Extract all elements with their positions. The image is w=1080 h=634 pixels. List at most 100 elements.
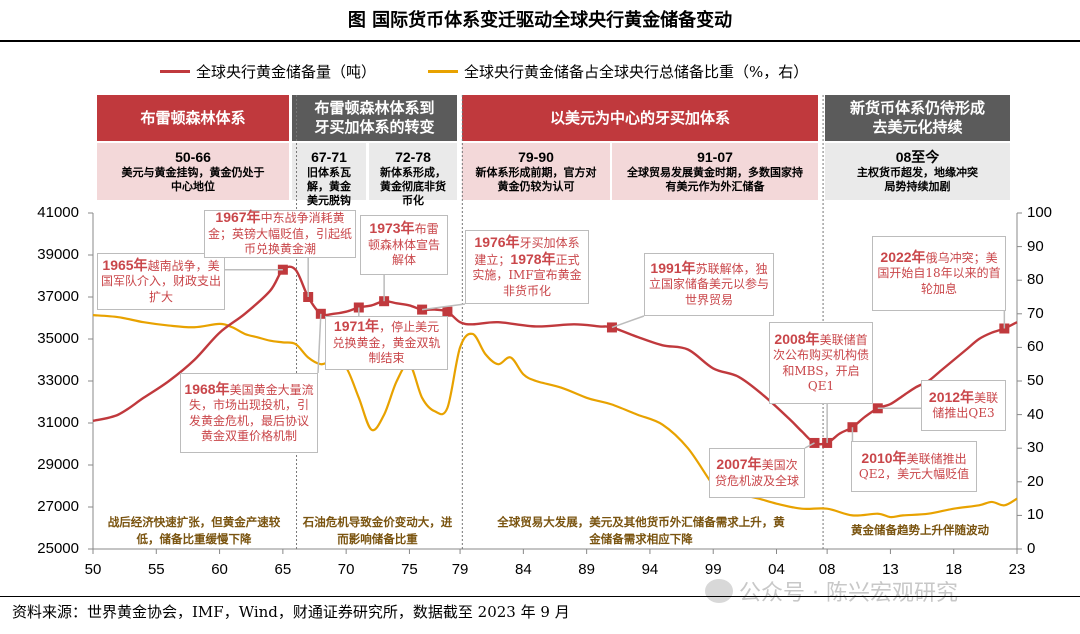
subperiod-text: 全球贸易发展黄金时期，多数国家持有美元作为外汇储备 [627, 166, 803, 193]
y-left-tick-label: 37000 [37, 288, 79, 305]
x-tick-label: 70 [337, 561, 355, 578]
x-tick-label: 60 [211, 561, 228, 578]
watermark: 公众号 · 陈兴宏观研究 [705, 575, 958, 607]
legend: 全球央行黄金储备量（吨） 全球央行黄金储备占全球央行总储备比重（%，右） [160, 61, 808, 82]
x-tick-label: 13 [882, 561, 899, 578]
annotation-body: 俄乌冲突；美国开始自18年以来的首轮加息 [877, 250, 1001, 296]
subperiod-text: 美元与黄金挂钩，黄金仍处于中心地位 [121, 166, 265, 193]
subperiod-years: 72-78 [395, 149, 431, 165]
x-tick-label: 75 [401, 561, 418, 578]
annotation-body: 美联储推出QE3 [932, 390, 999, 421]
wechat-icon [705, 579, 733, 603]
annotation-text: 1968年美国黄金大量流失，市场出现投机，引发黄金危机，最后协议黄金双重价格机制 [184, 381, 314, 445]
y-right-tick-label: 30 [1027, 439, 1044, 457]
subperiod-years: 91-07 [697, 149, 733, 165]
annotation-2008: 2008年美联储首次公布购买机构债和MBS，开启QE1 [769, 322, 873, 404]
legend-label: 全球央行黄金储备占全球央行总储备比重（%，右） [464, 63, 809, 81]
period-header-jamaica: 以美元为中心的牙买加体系 [462, 95, 818, 141]
chart-title: 图 国际货币体系变迁驱动全球央行黄金储备变动 [347, 10, 733, 31]
annotation-body: ，停止美元兑换黄金，黄金双轨制结束 [332, 320, 441, 366]
y-left-tick-label: 29000 [37, 456, 79, 473]
x-tick-label: 50 [84, 561, 102, 578]
data-marker [442, 306, 453, 317]
y-right-tick-label: 60 [1027, 338, 1044, 356]
annotation-body: 牙买加体系建立； [474, 236, 580, 267]
legend-swatch-red [160, 70, 190, 73]
period-header-new-system: 新货币体系仍待形成去美元化持续 [825, 95, 1010, 141]
annotation-body: 美国次贷危机波及全球 [714, 458, 799, 488]
subperiod-72-78: 72-78 新体系形成，黄金彻底非货币化 [369, 143, 457, 207]
y-right-tick-label: 80 [1027, 271, 1044, 289]
annotation-1967: 1967年中东战争消耗黄金；英镑大幅贬值，引起纸币兑换黄金潮 [204, 210, 356, 258]
annotation-text: 2010年美联储推出QE2，美元大幅贬值 [855, 449, 973, 483]
y-left-tick-label: 31000 [37, 414, 79, 431]
series-line-share [92, 314, 1018, 519]
subperiod-50-66: 50-66 美元与黄金挂钩，黄金仍处于中心地位 [97, 143, 289, 200]
annotation-2012: 2012年美联储推出QE3 [921, 380, 1006, 431]
annotation-text: 2007年美国次贷危机波及全球 [713, 456, 801, 489]
y-right-tick-label: 20 [1027, 472, 1044, 490]
annotation-2007: 2007年美国次贷危机波及全球 [709, 448, 805, 498]
y-left-tick-label: 39000 [37, 246, 79, 263]
annotation-1968: 1968年美国黄金大量流失，市场出现投机，引发黄金危机，最后协议黄金双重价格机制 [180, 373, 318, 453]
x-tick-label: 08 [818, 561, 836, 578]
y-left-tick-label: 33000 [37, 372, 79, 389]
period-header-bretton-woods: 布雷顿森林体系 [97, 95, 289, 141]
annotation-body: 正式实施，IMF宣布黄金非货币化 [472, 252, 582, 298]
title-divider [0, 40, 1080, 42]
phase-note: 全球贸易大发展，美元及其他货币外汇储备需求上升，黄金储备需求相应下降 [497, 515, 785, 546]
subperiod-text: 新体系形成，黄金彻底非货币化 [380, 166, 446, 207]
watermark-text: 公众号 · 陈兴宏观研究 [739, 581, 958, 606]
x-tick-label: 04 [768, 561, 785, 578]
source-note: 资料来源：世界黄金协会，IMF，Wind，财通证券研究所，数据截至 2023 年… [12, 603, 570, 621]
y-left-tick-label: 35000 [37, 330, 79, 347]
annotation-text: 1971年，停止美元兑换黄金，黄金双轨制结束 [329, 319, 444, 367]
y-right-tick-label: 10 [1027, 506, 1044, 524]
annotation-1973: 1973年布雷顿森林体宣告解体 [360, 215, 448, 275]
annotation-year: 1967年 [215, 209, 261, 226]
annotation-year: 2008年 [774, 330, 820, 347]
subperiod-years: 08至今 [895, 149, 940, 165]
annotation-body: 苏联解体，独立国家储备美元以参与世界贸易 [648, 261, 769, 307]
subperiod-years: 50-66 [175, 149, 211, 165]
annotation-text: 2012年美联储推出QE3 [925, 389, 1002, 422]
x-tick-label: 79 [451, 561, 469, 578]
subperiod-79-90: 79-90 新体系形成前期，官方对黄金仍较为认可 [462, 143, 610, 200]
subperiod-67-71: 67-71 旧体系瓦解，黄金美元脱钩 [292, 143, 366, 207]
y-right-tick-label: 0 [1027, 540, 1036, 557]
subperiod-text: 主权货币超发，地缘冲突局势持续加剧 [857, 166, 978, 193]
subperiod-years: 67-71 [311, 149, 347, 165]
annotation-year: 1965年 [102, 256, 148, 273]
legend-item-share: 全球央行黄金储备占全球央行总储备比重（%，右） [428, 61, 808, 82]
y-left-tick-label: 27000 [37, 498, 79, 515]
annotation-text: 1976年牙买加体系建立；1978年正式实施，IMF宣布黄金非货币化 [469, 234, 585, 299]
annotation-1971: 1971年，停止美元兑换黄金，黄金双轨制结束 [325, 316, 448, 370]
annotation-text: 1965年越南战争，美国军队介入，财政支出扩大 [101, 256, 222, 306]
phase-note: 石油危机导致金价变动大，进而影响储备比重 [302, 515, 453, 546]
y-left-tick-label: 41000 [37, 204, 79, 221]
annotation-pointer [421, 303, 466, 311]
subperiod-years: 79-90 [518, 149, 554, 165]
annotation-body: 越南战争，美国军队介入，财政支出扩大 [101, 258, 222, 304]
x-tick-label: 65 [274, 561, 292, 578]
annotation-year: 1976年 [474, 234, 520, 250]
annotation-text: 1967年中东战争消耗黄金；英镑大幅贬值，引起纸币兑换黄金潮 [208, 210, 352, 258]
annotation-text: 2008年美联储首次公布购买机构债和MBS，开启QE1 [773, 330, 869, 395]
annotation-year: 1978年 [510, 250, 556, 267]
annotation-year: 1991年 [650, 259, 696, 276]
subperiod-text: 旧体系瓦解，黄金美元脱钩 [307, 166, 351, 207]
x-tick-label: 89 [578, 561, 595, 578]
annotation-1991: 1991年苏联解体，独立国家储备美元以参与世界贸易 [644, 253, 774, 316]
annotation-body: 布雷顿森林体宣告解体 [367, 222, 440, 268]
annotation-year: 2010年 [861, 449, 907, 466]
y-right-tick-label: 100 [1027, 204, 1053, 221]
x-tick-label: 84 [515, 561, 532, 578]
annotation-text: 2022年俄乌冲突；美国开始自18年以来的首轮加息 [876, 249, 1002, 298]
annotation-2022: 2022年俄乌冲突；美国开始自18年以来的首轮加息 [872, 236, 1006, 311]
annotation-body: 中东战争消耗黄金；英镑大幅贬值，引起纸币兑换黄金潮 [208, 211, 353, 257]
y-right-tick-label: 90 [1027, 237, 1044, 255]
series-line-reserves [92, 265, 1018, 446]
y-right-tick-label: 70 [1027, 304, 1044, 322]
annotation-1976: 1976年牙买加体系建立；1978年正式实施，IMF宣布黄金非货币化 [465, 230, 589, 304]
